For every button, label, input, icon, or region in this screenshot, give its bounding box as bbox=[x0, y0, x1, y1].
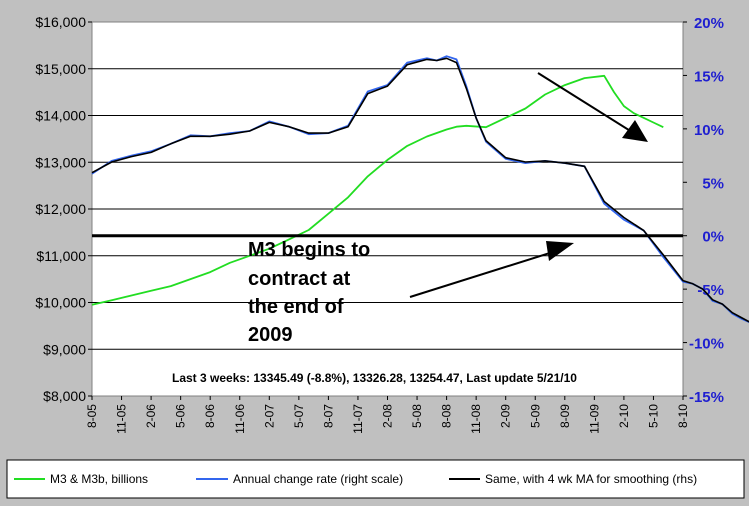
series-layer bbox=[91, 55, 749, 324]
y-left-tick-label: $15,000 bbox=[35, 61, 86, 77]
series-m3-line bbox=[91, 74, 664, 306]
x-tick-label: 8-07 bbox=[321, 404, 335, 428]
x-tick-label: 2-06 bbox=[144, 404, 158, 428]
y-right-tick-label: -5% bbox=[697, 282, 724, 299]
arrow-line-contract bbox=[409, 251, 554, 298]
x-tick-label: 11-09 bbox=[587, 404, 601, 434]
y-left-tick-label: $11,000 bbox=[36, 248, 86, 264]
y-right-tick-label: 10% bbox=[694, 122, 724, 139]
legend-label-ma: Same, with 4 wk MA for smoothing (rhs) bbox=[485, 472, 697, 486]
x-tick-label: 8-06 bbox=[203, 404, 217, 428]
x-axis: 8-05 11-05 2-06 5-06 8-06 11-06 2-07 5-07 8-07 11… bbox=[85, 396, 690, 434]
x-tick-label: 2-08 bbox=[381, 404, 395, 428]
y-right-tick-label: 5% bbox=[702, 175, 724, 192]
x-tick-label: 11-08 bbox=[469, 404, 483, 434]
annotation-line-4: 2009 bbox=[248, 324, 293, 346]
y-left-tick-label: $8,000 bbox=[43, 388, 86, 404]
x-tick-label: 5-10 bbox=[646, 404, 660, 428]
legend-label-rate: Annual change rate (right scale) bbox=[233, 472, 403, 486]
y-right-tick-label: 0% bbox=[702, 229, 724, 246]
grid-layer bbox=[92, 68, 683, 350]
annotation-arrows bbox=[409, 72, 648, 298]
y-left-tick-label: $14,000 bbox=[35, 108, 86, 124]
x-tick-label: 5-08 bbox=[410, 404, 424, 428]
series-ma-line bbox=[91, 57, 749, 323]
y-left-tick-label: $9,000 bbox=[43, 341, 86, 357]
arrow-head-decline bbox=[622, 120, 648, 142]
last-update-note: Last 3 weeks: 13345.49 (-8.8%), 13326.28… bbox=[172, 371, 577, 385]
x-tick-label: 5-09 bbox=[528, 404, 542, 428]
x-tick-label: 2-09 bbox=[499, 404, 513, 428]
legend bbox=[6, 459, 745, 499]
x-tick-label: 11-06 bbox=[233, 404, 247, 434]
y-right-tick-label: 15% bbox=[694, 68, 724, 85]
annotation-line-3: the end of bbox=[248, 296, 344, 318]
annotation-line-2: contract at bbox=[248, 268, 351, 290]
x-tick-label: 8-05 bbox=[85, 404, 99, 428]
x-tick-label: 5-07 bbox=[292, 404, 306, 428]
y-right-tick-label: -10% bbox=[689, 336, 724, 353]
y-right-tick-label: 20% bbox=[694, 15, 724, 32]
annotation-line-1: M3 begins to bbox=[248, 239, 370, 261]
y-left-tick-label: $10,000 bbox=[35, 295, 86, 311]
x-tick-label: 8-08 bbox=[440, 404, 454, 428]
arrow-line-decline bbox=[537, 72, 633, 133]
left-axis: $8,000 $9,000 $10,000 $11,000 $12,000 $13,000… bbox=[35, 14, 92, 404]
x-tick-label: 5-06 bbox=[174, 404, 188, 428]
x-tick-label: 8-09 bbox=[558, 404, 572, 428]
x-tick-label: 2-07 bbox=[262, 404, 276, 428]
right-axis: -15% -10% -5% 0% 5% 10% 15% 20% bbox=[683, 15, 724, 406]
x-tick-label: 2-10 bbox=[617, 404, 631, 428]
x-tick-label: 11-07 bbox=[351, 404, 365, 434]
y-left-tick-label: $13,000 bbox=[35, 154, 86, 170]
y-right-tick-label: -15% bbox=[689, 389, 724, 406]
legend-label-m3: M3 & M3b, billions bbox=[50, 472, 148, 486]
x-tick-label: 8-10 bbox=[676, 404, 690, 428]
arrow-head-contract bbox=[546, 241, 574, 261]
y-left-tick-label: $12,000 bbox=[35, 201, 86, 217]
x-tick-label: 11-05 bbox=[115, 404, 129, 434]
y-left-tick-label: $16,000 bbox=[35, 14, 86, 30]
